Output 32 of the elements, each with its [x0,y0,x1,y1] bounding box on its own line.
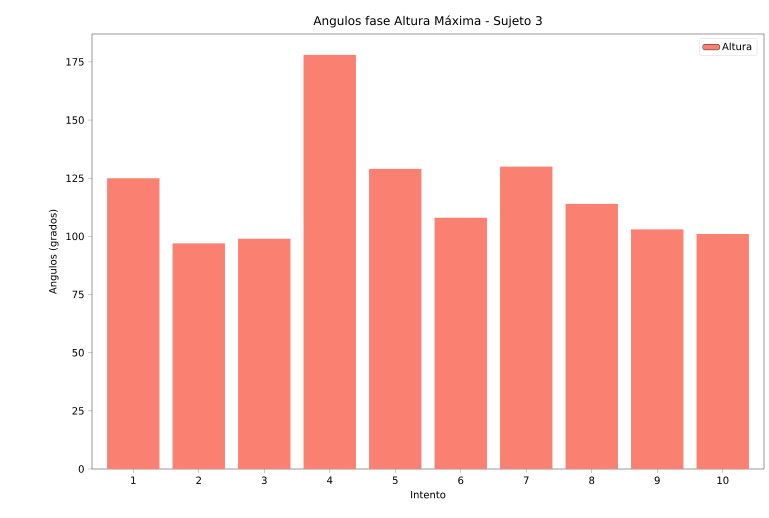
x-tick-label: 8 [589,476,594,484]
bar [631,229,684,469]
x-tick-label: 7 [524,476,529,484]
bar [172,243,225,469]
y-tick-label: 25 [72,407,84,415]
bar [566,204,618,469]
x-tick-label: 9 [654,476,660,484]
y-tick-label: 75 [72,290,84,298]
bar [369,168,422,469]
x-tick-label: 3 [262,476,267,484]
y-tick-label: 125 [66,174,84,182]
x-tick-label: 6 [458,476,464,484]
bar [107,178,160,469]
y-tick-label: 150 [66,116,84,124]
y-tick-label: 50 [72,348,84,356]
y-tick-label: 100 [66,232,84,240]
x-tick-label: 4 [327,476,332,484]
bar [500,166,552,469]
y-tick-label: 0 [78,465,84,473]
x-tick-label: 5 [392,476,398,484]
y-tick-label: 175 [66,58,84,66]
bar [304,54,356,469]
legend-label: Altura [722,42,752,50]
x-tick-label: 2 [196,476,201,484]
bar [238,238,290,469]
x-tick-label: 10 [717,476,728,484]
bar [434,218,487,469]
chart-title: Angulos fase Altura Máxima - Sujeto 3 [313,15,542,28]
bar [696,234,749,469]
y-axis-title: Angulos (grados) [48,210,59,294]
x-axis-title: Intento [411,490,446,498]
x-tick-label: 1 [131,476,136,484]
